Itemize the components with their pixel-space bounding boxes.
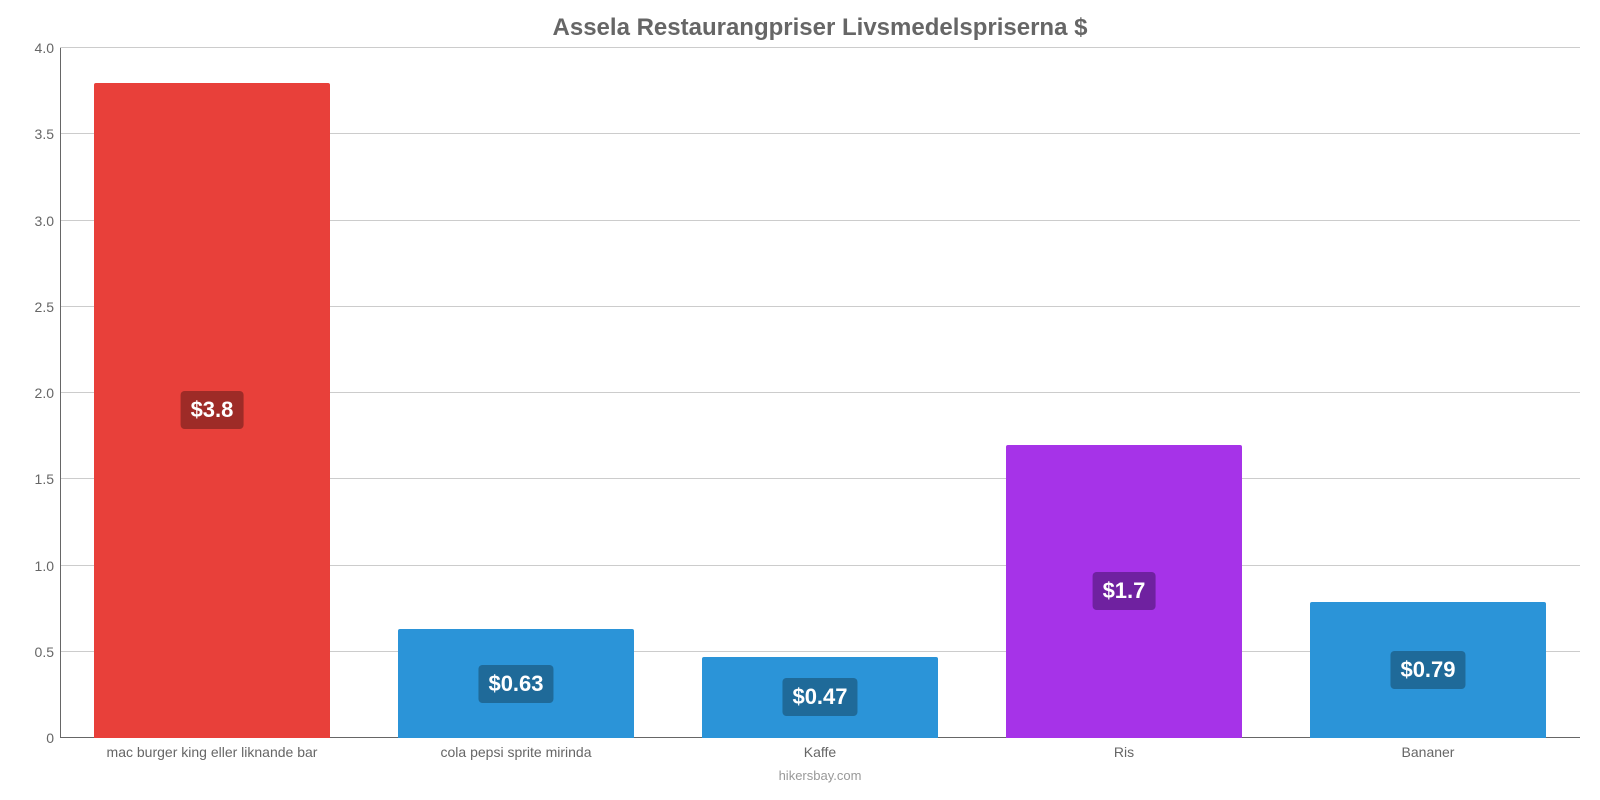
bar: $0.79: [1310, 602, 1546, 738]
chart-title: Assela Restaurangpriser Livsmedelspriser…: [60, 10, 1580, 42]
bar: $0.47: [702, 657, 938, 738]
x-axis-label: mac burger king eller liknande bar: [107, 744, 318, 760]
x-axis-labels: mac burger king eller liknande bar cola p…: [60, 738, 1580, 766]
y-tick-label: 3.5: [20, 126, 54, 142]
y-tick-label: 0.5: [20, 644, 54, 660]
y-tick-label: 3.0: [20, 213, 54, 229]
chart-footer: hikersbay.com: [60, 768, 1580, 783]
x-axis-label: Bananer: [1402, 744, 1455, 760]
bar-chart: Assela Restaurangpriser Livsmedelspriser…: [0, 0, 1600, 800]
y-tick-label: 1.0: [20, 558, 54, 574]
bar-value-label: $0.47: [782, 678, 857, 716]
bar: $0.63: [398, 629, 634, 738]
bars-container: $3.8 $0.63 $0.47 $1.7 $0.79: [60, 48, 1580, 738]
bar-value-label: $3.8: [181, 391, 244, 429]
y-tick-label: 0: [20, 730, 54, 746]
y-tick-label: 1.5: [20, 471, 54, 487]
bar: $1.7: [1006, 445, 1242, 738]
x-axis-label: Kaffe: [804, 744, 836, 760]
x-axis-label: cola pepsi sprite mirinda: [441, 744, 592, 760]
y-tick-label: 2.5: [20, 299, 54, 315]
bar: $3.8: [94, 83, 330, 739]
bar-value-label: $1.7: [1093, 572, 1156, 610]
plot-area: $3.8$0.63$0.47$1.7$0.79 00.51.01.52.02.5…: [60, 48, 1580, 738]
y-tick-label: 2.0: [20, 385, 54, 401]
bar-value-label: $0.63: [478, 665, 553, 703]
y-tick-label: 4.0: [20, 40, 54, 56]
x-axis-label: Ris: [1114, 744, 1134, 760]
bar-value-label: $0.79: [1390, 651, 1465, 689]
